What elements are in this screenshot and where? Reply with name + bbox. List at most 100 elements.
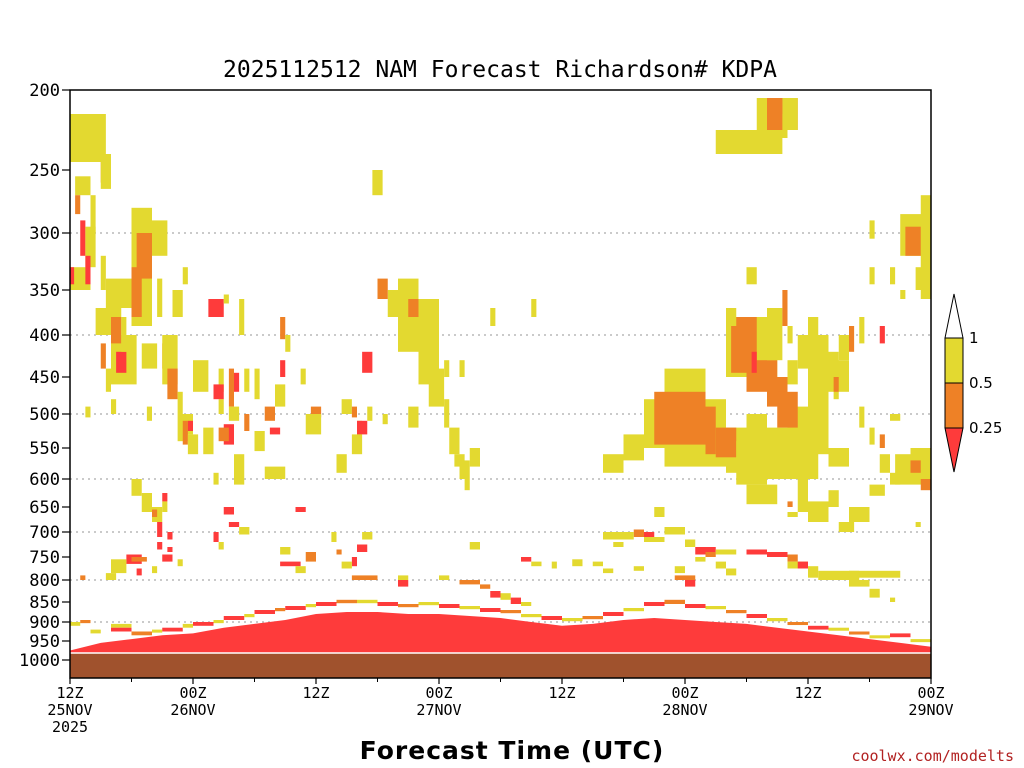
heatmap-cell bbox=[428, 368, 445, 407]
heatmap-cell bbox=[869, 267, 875, 285]
heatmap-cell bbox=[280, 547, 291, 555]
heatmap-cell bbox=[131, 479, 142, 496]
x-tick-label: 12Z bbox=[56, 684, 83, 702]
heatmap-cell bbox=[459, 360, 465, 377]
x-tick-label: 12Z bbox=[302, 684, 329, 702]
heatmap-cell bbox=[787, 512, 798, 517]
boundary-cell bbox=[377, 602, 398, 606]
heatmap-cell bbox=[859, 317, 865, 344]
heatmap-cell bbox=[797, 561, 808, 569]
heatmap-cell bbox=[797, 479, 808, 512]
heatmap-cell bbox=[162, 493, 168, 502]
x-tick-label: 29NOV bbox=[908, 701, 953, 719]
heatmap-cell bbox=[223, 507, 234, 515]
heatmap-cell bbox=[254, 368, 260, 400]
credit-text[interactable]: coolwx.com/modelts bbox=[851, 747, 1014, 765]
boundary-cell bbox=[767, 618, 788, 622]
heatmap-cell bbox=[162, 554, 173, 562]
heatmap-cell bbox=[833, 377, 839, 392]
heatmap-cell bbox=[746, 414, 767, 455]
y-tick-label: 750 bbox=[29, 548, 60, 568]
boundary-cell bbox=[869, 635, 890, 639]
x-tick-label: 00Z bbox=[671, 684, 698, 702]
heatmap-cell bbox=[157, 522, 163, 537]
heatmap-cell bbox=[890, 597, 896, 602]
heatmap-cell bbox=[295, 507, 306, 512]
heatmap-cell bbox=[341, 399, 352, 414]
heatmap-cell bbox=[490, 308, 496, 326]
heatmap-cell bbox=[828, 490, 839, 507]
heatmap-cell bbox=[787, 326, 793, 344]
heatmap-cell bbox=[444, 360, 450, 377]
heatmap-cell bbox=[859, 406, 865, 428]
y-tick-label: 550 bbox=[29, 439, 60, 459]
boundary-cell bbox=[70, 622, 81, 626]
heatmap-cell bbox=[746, 484, 778, 505]
heatmap-cell bbox=[372, 170, 383, 196]
heatmap-cell bbox=[85, 226, 96, 268]
heatmap-cell bbox=[603, 532, 634, 540]
y-tick-label: 250 bbox=[29, 161, 60, 181]
heatmap-cell bbox=[377, 278, 388, 299]
x-tick-label: 00Z bbox=[425, 684, 452, 702]
heatmap-cell bbox=[828, 351, 839, 369]
heatmap-cell bbox=[787, 360, 798, 385]
heatmap-cell bbox=[521, 557, 532, 562]
boundary-cell bbox=[664, 599, 685, 604]
colorbar-segment bbox=[944, 382, 964, 429]
heatmap-cell bbox=[633, 566, 644, 571]
heatmap-cell bbox=[849, 507, 870, 522]
heatmap-cell bbox=[480, 584, 491, 589]
boundary-cell bbox=[398, 604, 419, 608]
x-tick-label: 27NOV bbox=[416, 701, 461, 719]
heatmap-cell bbox=[357, 420, 368, 435]
boundary-cell bbox=[644, 602, 665, 606]
boundary-cell bbox=[90, 629, 101, 634]
heatmap-cell bbox=[797, 335, 808, 369]
boundary-cell bbox=[244, 614, 255, 618]
heatmap-cell bbox=[167, 547, 173, 552]
heatmap-cell bbox=[295, 566, 306, 574]
heatmap-cell bbox=[111, 559, 127, 574]
boundary-cell bbox=[193, 622, 214, 626]
y-tick-label: 300 bbox=[29, 224, 60, 244]
x-tick-label: 00Z bbox=[917, 684, 944, 702]
boundary-cell bbox=[336, 599, 357, 604]
heatmap-cell bbox=[920, 479, 931, 491]
heatmap-cell bbox=[136, 233, 152, 279]
heatmap-cell bbox=[172, 290, 183, 317]
boundary-cell bbox=[521, 614, 542, 618]
heatmap-cell bbox=[362, 532, 373, 540]
y-tick-label: 400 bbox=[29, 326, 60, 346]
heatmap-cell bbox=[592, 561, 603, 567]
heatmap-cell bbox=[915, 267, 926, 290]
surface-layer bbox=[70, 612, 931, 660]
y-tick-label: 200 bbox=[29, 81, 60, 101]
x-tick-label: 12Z bbox=[794, 684, 821, 702]
heatmap-cell bbox=[336, 549, 342, 555]
heatmap-cell bbox=[398, 580, 409, 587]
heatmap-cell bbox=[336, 454, 347, 473]
heatmap-cell bbox=[879, 454, 890, 473]
heatmap-cell bbox=[213, 472, 219, 485]
heatmap-cell bbox=[787, 554, 798, 562]
heatmap-cell bbox=[469, 448, 480, 467]
heatmap-cell bbox=[223, 294, 229, 304]
heatmap-cell bbox=[603, 454, 624, 473]
heatmap-cell bbox=[705, 406, 716, 455]
y-tick-label: 1000 bbox=[19, 651, 60, 671]
heatmap-cell bbox=[408, 406, 419, 428]
boundary-cell bbox=[213, 620, 224, 624]
heatmap-cell bbox=[808, 566, 819, 578]
heatmap-cell bbox=[469, 542, 480, 550]
colorbar: 1 0.5 0.25 bbox=[944, 293, 1002, 473]
colorbar-segment bbox=[944, 337, 964, 384]
heatmap-cell bbox=[218, 427, 229, 442]
heatmap-cell bbox=[280, 317, 286, 340]
heatmap-cell bbox=[187, 420, 193, 431]
heatmap-cell bbox=[218, 399, 224, 414]
boundary-cell bbox=[459, 606, 480, 610]
heatmap-cell bbox=[351, 557, 357, 567]
heatmap-cell bbox=[746, 549, 767, 555]
heatmap-cell bbox=[70, 114, 106, 162]
